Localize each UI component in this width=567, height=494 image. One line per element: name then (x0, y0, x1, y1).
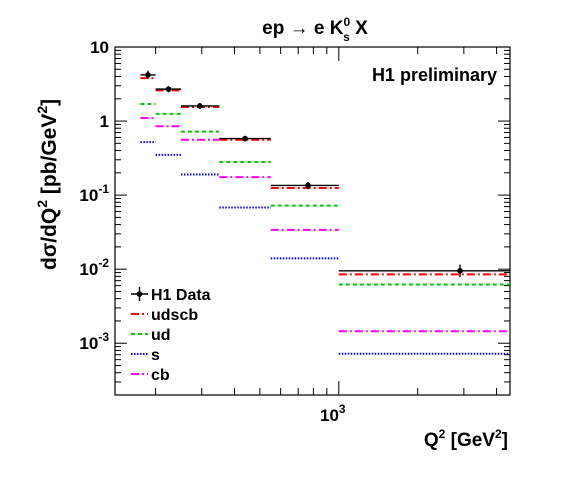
plot-frame (114, 46, 511, 396)
h1-preliminary-label: H1 preliminary (372, 65, 497, 85)
y-tick-label: 1 (100, 112, 109, 131)
data-point (165, 86, 172, 92)
y-tick-label: 10 (90, 38, 109, 57)
legend-entry-s: s (131, 347, 160, 364)
data-point (305, 182, 311, 189)
data-point (145, 72, 151, 78)
legend-entry-cb: cb (131, 367, 170, 384)
legend-label: ud (151, 327, 171, 344)
data-point (457, 268, 463, 274)
y-tick-label: 10-1 (79, 182, 109, 205)
x-axis-label: Q2 [GeV2] (424, 427, 508, 451)
x-tick-label: 103 (320, 402, 346, 425)
y-tick-label: 10-3 (79, 330, 109, 353)
legend-label: cb (151, 367, 170, 384)
legend-label: s (151, 347, 160, 364)
legend-entry-ud: ud (131, 327, 171, 344)
data-point (242, 135, 248, 142)
legend-entry-udscb: udscb (131, 307, 198, 324)
legend-label: H1 Data (151, 287, 211, 304)
data-point (197, 103, 203, 109)
y-axis-label: dσ/dQ2 [pb/GeV2] (34, 99, 61, 270)
y-tick-label: 10-2 (79, 256, 109, 279)
legend-data-marker (136, 291, 143, 297)
plot-area: 10 1 10-1 10-2 10-3 103 (79, 38, 511, 425)
chart-title: ep → e K0 s X (262, 15, 368, 44)
legend-entry-h1-data: H1 Data (131, 287, 211, 304)
legend-label: udscb (151, 307, 198, 324)
